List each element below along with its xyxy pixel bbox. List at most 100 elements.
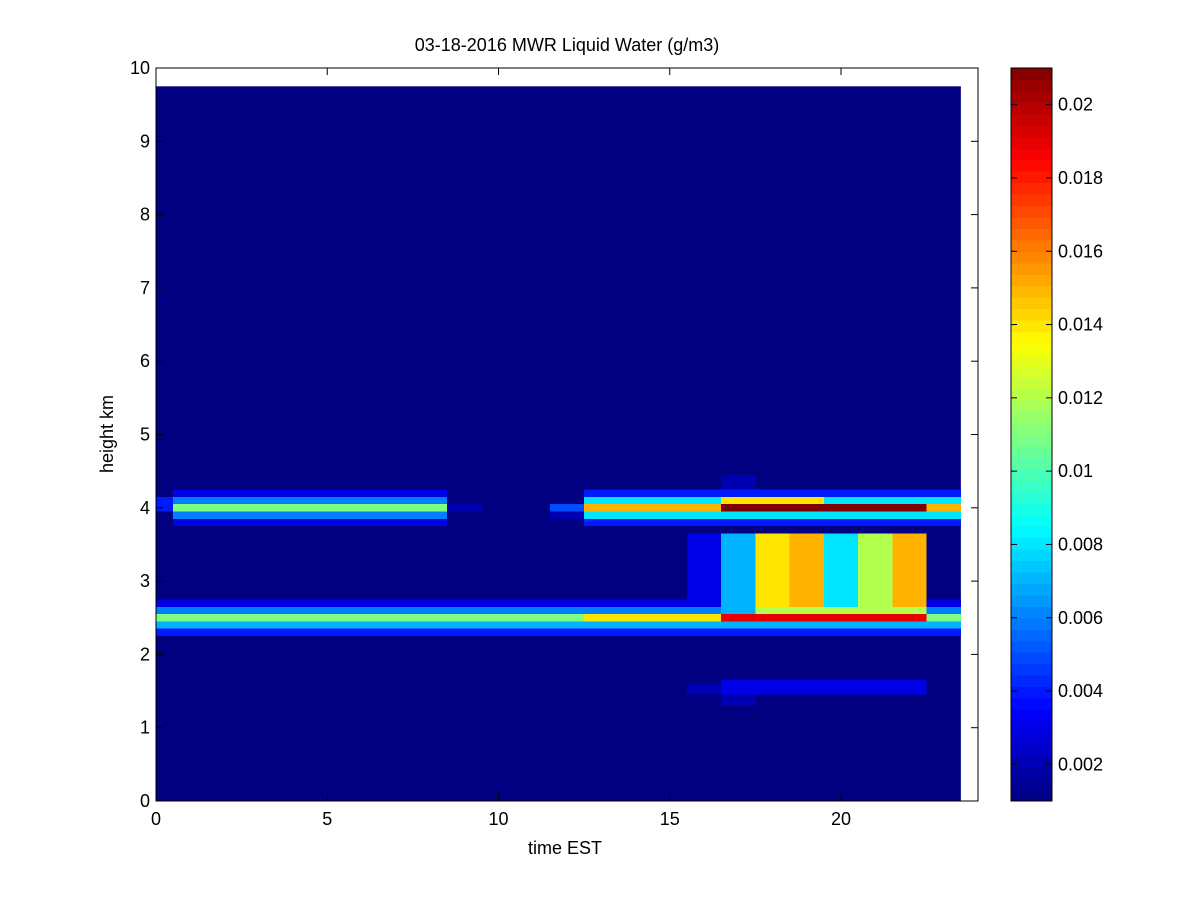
colorbar-step <box>1011 766 1052 779</box>
colorbar-step <box>1011 297 1052 310</box>
colorbar-step <box>1011 640 1052 653</box>
colorbar-step <box>1011 457 1052 470</box>
chart-title: 03-18-2016 MWR Liquid Water (g/m3) <box>415 35 719 55</box>
colorbar-step <box>1011 675 1052 688</box>
heatmap-cell <box>173 518 448 527</box>
colorbar-step <box>1011 652 1052 665</box>
colorbar-step <box>1011 319 1052 333</box>
colorbar-step <box>1011 468 1052 481</box>
y-tick-label: 9 <box>140 131 150 151</box>
heatmap-cell <box>173 489 448 497</box>
heatmap-cell <box>447 504 482 512</box>
y-tick-label: 4 <box>140 498 150 518</box>
colorbar-step <box>1011 491 1052 504</box>
heatmap-cell <box>823 533 859 607</box>
y-tick-label: 7 <box>140 278 150 298</box>
heatmap-cell <box>584 511 961 519</box>
colorbar-step <box>1011 68 1052 81</box>
colorbar-step <box>1011 732 1052 745</box>
colorbar-step <box>1011 720 1052 733</box>
colorbar-step <box>1011 228 1052 241</box>
colorbar-step <box>1011 90 1052 103</box>
colorbar-step <box>1011 388 1052 401</box>
colorbar-step <box>1011 686 1052 699</box>
colorbar-tick-label: 0.008 <box>1058 534 1103 554</box>
heatmap-cell <box>156 606 961 615</box>
colorbar: 0.002 0.004 0.006 0.008 0.01 0.012 0.014 0.016 0… <box>1010 67 1103 802</box>
heatmap-cell <box>858 533 893 607</box>
colorbar-step <box>1011 663 1052 676</box>
colorbar-step <box>1011 549 1052 562</box>
heatmap-cells <box>156 86 961 801</box>
y-tick-label: 8 <box>140 205 150 225</box>
heatmap-cell <box>721 694 756 706</box>
colorbar-step <box>1011 423 1052 436</box>
colorbar-step <box>1011 239 1052 252</box>
colorbar-step <box>1011 594 1052 607</box>
heatmap-cell <box>721 533 756 615</box>
heatmap-cell <box>721 504 927 512</box>
heatmap-cell <box>549 504 585 512</box>
heatmap-cell <box>549 511 585 519</box>
y-tick-label: 2 <box>140 644 150 664</box>
colorbar-step <box>1011 480 1052 493</box>
colorbar-step <box>1011 193 1052 207</box>
colorbar-step <box>1011 400 1052 413</box>
heatmap-cell <box>156 628 961 637</box>
heatmap-cell <box>789 533 824 607</box>
y-tick-label: 1 <box>140 718 150 738</box>
colorbar-tick-label: 0.018 <box>1058 168 1103 188</box>
heatmap-cell <box>584 489 961 497</box>
colorbar-step <box>1011 113 1052 126</box>
colorbar-step <box>1011 583 1052 596</box>
colorbar-step <box>1011 251 1052 264</box>
colorbar-step <box>1011 537 1052 550</box>
heatmap-cell <box>584 614 722 622</box>
colorbar-step <box>1011 274 1052 287</box>
colorbar-step <box>1011 365 1052 378</box>
y-tick-label: 10 <box>130 58 150 78</box>
colorbar-step <box>1011 514 1052 527</box>
colorbar-step <box>1011 182 1052 195</box>
heatmap-cell <box>721 496 824 505</box>
heatmap-cell <box>156 599 961 607</box>
colorbar-step <box>1011 526 1052 539</box>
colorbar-step <box>1011 262 1052 275</box>
plot-area <box>155 67 979 802</box>
colorbar-step <box>1011 354 1052 367</box>
colorbar-step <box>1011 709 1052 722</box>
heatmap-cell <box>156 496 174 512</box>
colorbar-step <box>1011 102 1052 115</box>
colorbar-step <box>1011 159 1052 172</box>
y-axis: 0 1 2 3 4 5 6 7 8 9 10 <box>130 58 978 811</box>
colorbar-gradient <box>1011 68 1052 802</box>
colorbar-step <box>1011 697 1052 710</box>
x-tick-label: 0 <box>151 809 161 829</box>
heatmap-cell <box>892 533 927 607</box>
colorbar-tick-label: 0.004 <box>1058 681 1103 701</box>
heatmap-cell <box>173 504 448 512</box>
colorbar-step <box>1011 342 1052 355</box>
heatmap-cell <box>173 496 448 505</box>
heatmap-cell <box>721 606 927 615</box>
x-tick-label: 10 <box>488 809 508 829</box>
colorbar-step <box>1011 617 1052 630</box>
colorbar-step <box>1011 171 1052 184</box>
heatmap-cell <box>721 474 756 490</box>
colorbar-step <box>1011 285 1052 298</box>
colorbar-tick-label: 0.012 <box>1058 388 1103 408</box>
colorbar-step <box>1011 606 1052 619</box>
x-tick-label: 20 <box>831 809 851 829</box>
colorbar-tick-label: 0.02 <box>1058 95 1093 115</box>
colorbar-step <box>1011 205 1052 218</box>
colorbar-step <box>1011 79 1052 92</box>
colorbar-step <box>1011 743 1052 756</box>
colorbar-step <box>1011 125 1052 138</box>
colorbar-step <box>1011 331 1052 344</box>
heatmap-cell <box>721 680 927 695</box>
colorbar-tick-label: 0.016 <box>1058 241 1103 261</box>
x-axis-label: time EST <box>528 838 602 858</box>
colorbar-step <box>1011 411 1052 424</box>
colorbar-step <box>1011 445 1052 459</box>
